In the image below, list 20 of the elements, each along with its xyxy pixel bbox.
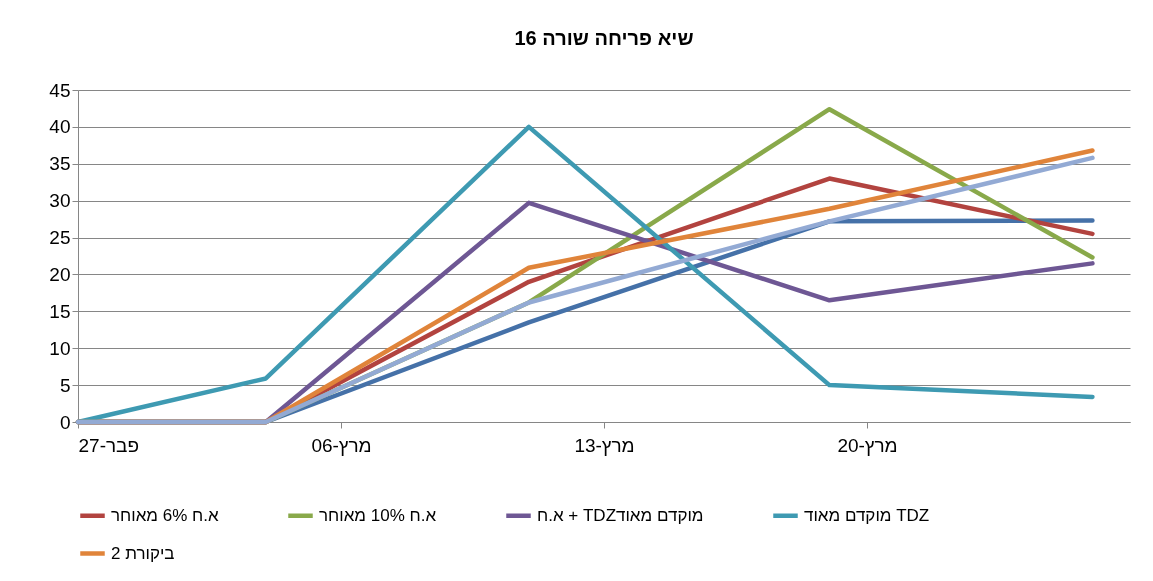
legend-label: א.ח 10% מאוחר — [319, 505, 437, 525]
y-tick-label: 10 — [49, 337, 71, 359]
legend-label: א.ח 6% מאוחר — [111, 505, 219, 525]
y-tick-label: 20 — [49, 263, 71, 285]
y-tick-label: 5 — [59, 374, 71, 396]
x-tick-label: 20-מרץ — [837, 434, 898, 456]
y-tick-label: 0 — [59, 411, 71, 433]
y-tick-label: 45 — [49, 79, 71, 101]
y-tick-label: 35 — [49, 153, 71, 175]
chart-title: שיא פריחה שורה 16 — [514, 27, 694, 49]
y-tick-label: 25 — [49, 227, 71, 249]
y-tick-label: 40 — [49, 116, 71, 138]
x-tick-label: 13-מרץ — [574, 434, 635, 456]
legend-label: א.ח + TDZמוקדם מאוד — [537, 505, 704, 525]
y-tick-label: 15 — [49, 300, 71, 322]
y-tick-label: 30 — [49, 190, 71, 212]
x-tick-label: 27-פבר — [78, 434, 140, 456]
legend-label: ביקורת 2 — [111, 543, 175, 563]
x-tick-label: 06-מרץ — [311, 434, 372, 456]
legend-label: מוקדם מאוד TDZ — [804, 505, 930, 525]
